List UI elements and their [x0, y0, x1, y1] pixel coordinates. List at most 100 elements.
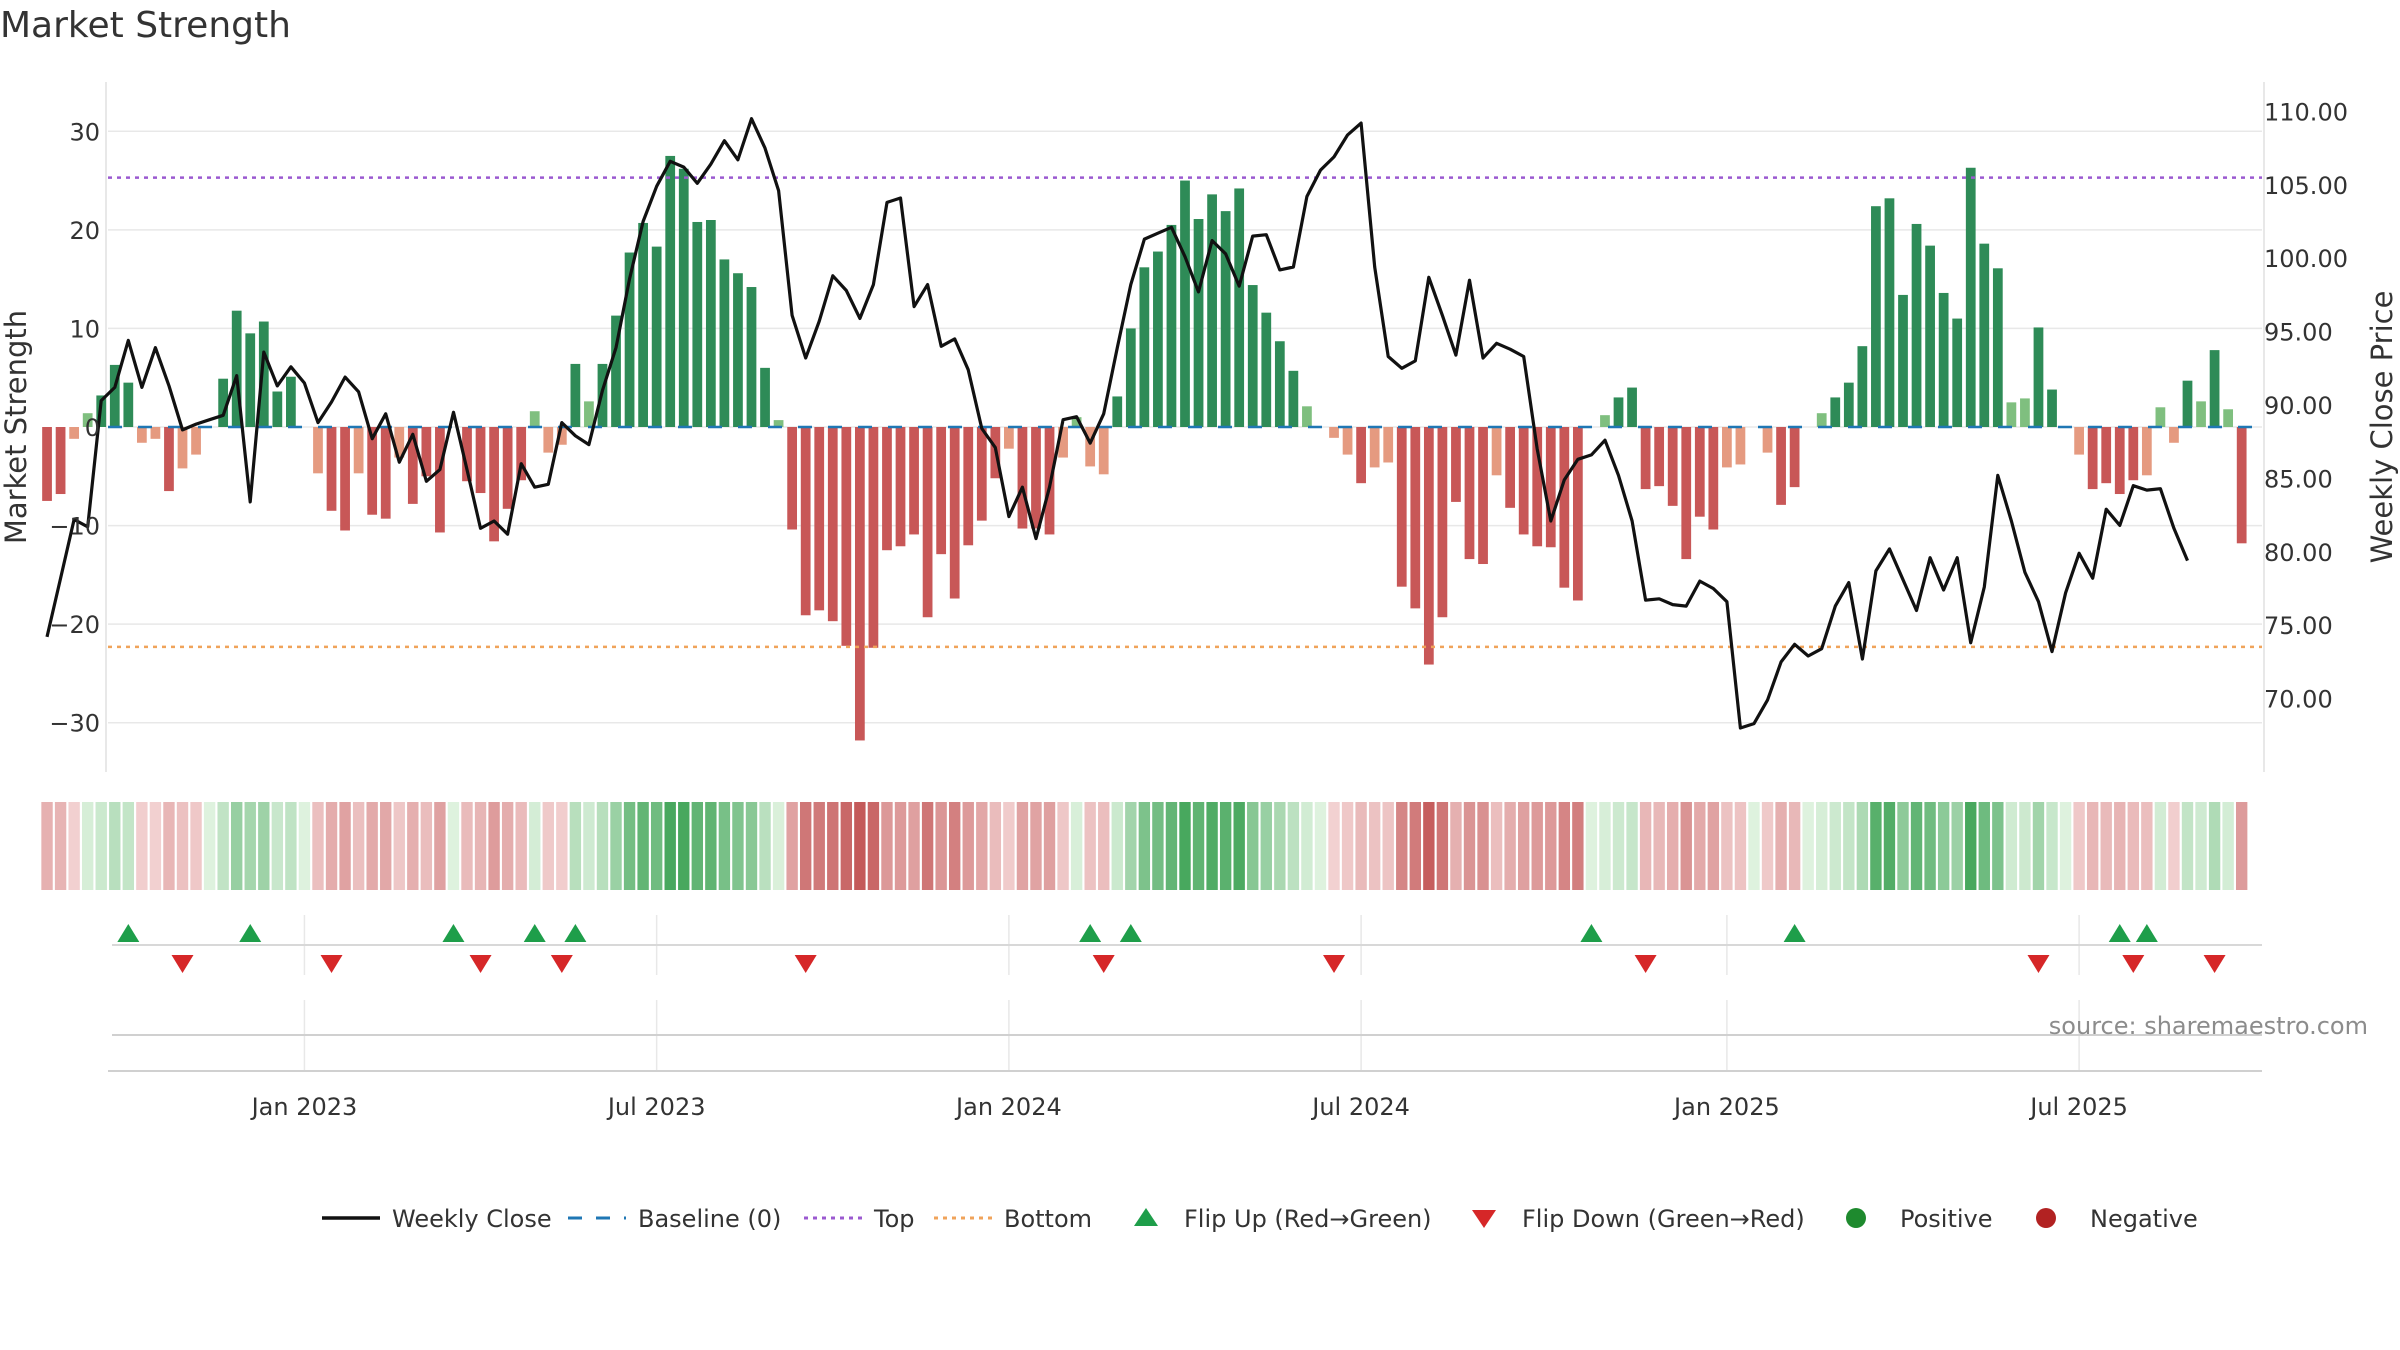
strength-bar: [1627, 387, 1637, 427]
heat-cell: [1558, 802, 1571, 890]
strength-bar: [787, 427, 798, 530]
heat-cell: [759, 802, 771, 890]
strength-bar: [827, 427, 838, 622]
heat-cell: [447, 802, 460, 890]
price-line: [45, 117, 2189, 730]
right-tick-label: 105.00: [2264, 172, 2348, 200]
heat-cell: [2059, 802, 2072, 890]
strength-bar: [814, 427, 825, 611]
strength-bar: [2087, 427, 2098, 490]
strength-bar: [1356, 427, 1366, 484]
left-tick-label: 0: [85, 414, 100, 442]
heat-cell: [1098, 802, 1110, 890]
strength-bar: [773, 420, 784, 427]
strength-bar: [841, 427, 852, 646]
heat-cell: [827, 802, 839, 890]
x-tick-label: Jan 2023: [250, 1093, 358, 1121]
strength-bar: [1789, 427, 1800, 488]
heat-cell: [434, 802, 446, 890]
heat-cell: [1233, 802, 1245, 890]
strength-bar: [1965, 167, 1976, 427]
strength-bar: [1247, 285, 1258, 427]
heat-cell: [2235, 802, 2248, 890]
legend: Weekly Close Baseline (0) Top Bottom Flip Up…: [322, 1205, 2198, 1233]
legend-swatch-tri-down: [1472, 1210, 1496, 1228]
strength-bar: [2155, 407, 2166, 427]
heat-cell: [989, 802, 1002, 890]
strength-bar: [1369, 427, 1380, 468]
flip-up-marker: [564, 924, 587, 942]
flip-down-marker: [1323, 955, 1346, 973]
heat-cell: [474, 802, 487, 890]
heat-cell: [2127, 802, 2139, 890]
heat-cell: [231, 802, 243, 890]
strength-bar: [1193, 219, 1204, 427]
heat-cell: [556, 802, 568, 890]
strength-bar: [55, 427, 66, 495]
strength-bar: [624, 252, 635, 427]
y-axis-right-label: Weekly Close Price: [2365, 291, 2399, 564]
legend-item: Negative: [2036, 1205, 2198, 1233]
heat-cell: [840, 802, 853, 890]
heat-cell: [2168, 802, 2180, 890]
strength-bar: [1451, 427, 1461, 502]
strength-bar: [1478, 427, 1488, 565]
legend-swatch-circle: [1846, 1208, 1866, 1228]
right-tick-label: 90.00: [2264, 392, 2333, 420]
strength-bar: [570, 363, 581, 427]
heat-cell: [81, 802, 94, 890]
strength-bar: [1857, 346, 1868, 427]
strength-bar: [976, 427, 987, 521]
strength-bar: [529, 411, 540, 427]
strength-bar: [963, 427, 974, 546]
heat-cell: [1274, 802, 1286, 890]
strength-bar: [1153, 251, 1163, 427]
strength-bar: [1600, 415, 1610, 427]
legend-item: Flip Up (Red→Green): [1134, 1205, 1432, 1233]
heat-cell: [1287, 802, 1300, 890]
strength-bar: [2236, 427, 2247, 544]
heat-cell: [54, 802, 67, 890]
heat-cell: [1368, 802, 1381, 890]
flip-up-marker: [1783, 924, 1806, 942]
strength-bar: [1302, 406, 1312, 427]
heat-cell: [637, 802, 649, 890]
heat-cell: [1396, 802, 1408, 890]
strength-bar: [272, 391, 283, 427]
heat-cell: [1057, 802, 1069, 890]
heat-cell: [1626, 802, 1638, 890]
strength-bar: [1992, 268, 2003, 427]
strength-bar: [1071, 417, 1082, 427]
heat-cell: [488, 802, 500, 890]
heat-cell: [854, 802, 866, 890]
strength-bar: [1694, 427, 1705, 517]
heat-cell: [380, 802, 392, 890]
strength-bar: [136, 427, 147, 443]
strength-bar: [394, 427, 405, 458]
strength-bar: [286, 376, 296, 427]
strength-bar: [1735, 427, 1746, 465]
chart-title: Market Strength: [0, 5, 291, 46]
heat-cell: [1802, 802, 1814, 890]
heat-cell: [664, 802, 676, 890]
heat-cell: [41, 802, 53, 890]
strength-bar: [1125, 328, 1136, 427]
heat-cell: [1260, 802, 1272, 890]
strength-bar: [353, 427, 364, 474]
heat-cell: [650, 802, 663, 890]
legend-swatch-tri-up: [1134, 1208, 1158, 1226]
strength-bar: [1274, 341, 1285, 427]
flip-down-marker: [2203, 955, 2226, 973]
flip-up-marker: [2135, 924, 2158, 942]
heat-cell: [1030, 802, 1042, 890]
strength-bar: [109, 364, 120, 427]
heat-cell: [2019, 802, 2031, 890]
strength-bar: [1776, 427, 1786, 505]
strength-bar: [2114, 427, 2125, 495]
strength-bar: [191, 427, 201, 455]
heat-cell: [2073, 802, 2085, 890]
strength-bar: [2020, 398, 2030, 427]
strength-bar: [1261, 312, 1272, 427]
heat-cell: [1355, 802, 1367, 890]
heat-cell: [610, 802, 622, 890]
